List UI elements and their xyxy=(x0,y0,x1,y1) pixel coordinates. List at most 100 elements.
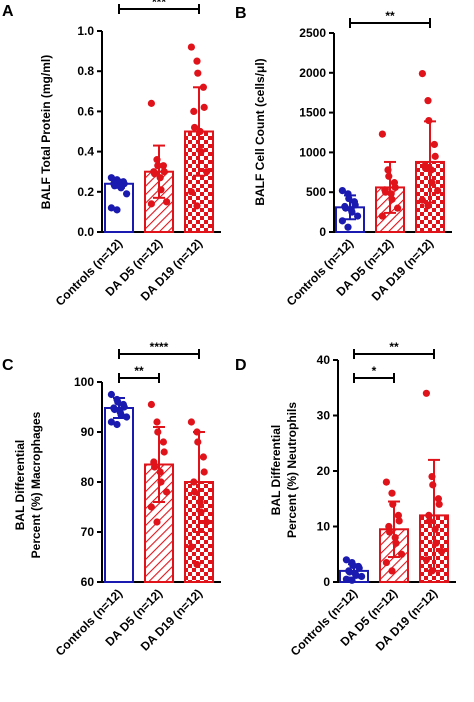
y-axis-label-c-line1: BAL Differential xyxy=(13,440,27,530)
data-point xyxy=(197,148,205,156)
data-point xyxy=(117,410,125,419)
data-point xyxy=(428,179,436,187)
panel-letter-d: D xyxy=(235,357,247,374)
data-point xyxy=(425,116,433,125)
y-tick-label: 90 xyxy=(81,425,95,439)
data-point xyxy=(388,567,396,575)
data-point xyxy=(114,398,122,406)
y-axis-label-d-line2: Percent (%) Neutrophils xyxy=(285,402,299,538)
data-point xyxy=(160,168,168,176)
data-point xyxy=(418,69,426,78)
data-point xyxy=(200,103,208,111)
data-point xyxy=(193,428,201,436)
data-point xyxy=(344,223,352,231)
y-tick-label: 80 xyxy=(81,475,95,489)
panel-letter-a: A xyxy=(2,3,14,20)
y-axis-label-b-line1: BALF Cell Count (cells/μl) xyxy=(253,58,267,205)
data-point xyxy=(394,511,402,519)
data-point xyxy=(424,202,432,210)
data-point xyxy=(151,463,159,471)
data-point xyxy=(349,561,357,569)
data-point xyxy=(199,453,207,461)
data-point xyxy=(196,498,204,506)
data-point xyxy=(391,534,399,542)
data-point xyxy=(163,198,171,206)
y-tick-label: 20 xyxy=(317,464,331,478)
significance-label: **** xyxy=(150,340,169,354)
y-tick-label: 2500 xyxy=(299,26,326,40)
data-point xyxy=(429,481,437,489)
data-point xyxy=(117,184,125,192)
data-point xyxy=(123,413,131,421)
bar xyxy=(104,407,134,583)
data-point xyxy=(434,495,442,503)
data-point xyxy=(107,418,115,426)
data-point xyxy=(382,478,390,486)
data-point xyxy=(422,164,430,172)
significance-label: ** xyxy=(134,364,144,378)
y-tick-label: 1.0 xyxy=(77,24,94,38)
data-point xyxy=(431,525,439,533)
y-axis-label-a: BALF Total Protein (mg/ml) xyxy=(39,55,53,209)
data-point xyxy=(120,403,128,411)
data-point xyxy=(193,57,201,65)
data-point xyxy=(113,420,121,429)
data-point xyxy=(389,500,397,508)
data-point xyxy=(200,468,208,476)
data-point xyxy=(338,217,346,225)
data-point xyxy=(153,418,161,426)
data-point xyxy=(378,212,386,220)
data-point xyxy=(348,576,356,584)
data-point xyxy=(163,488,171,496)
x-tick-label: Controls (n=12) xyxy=(53,586,125,658)
data-point xyxy=(194,438,202,446)
data-point xyxy=(123,190,131,198)
data-point xyxy=(346,568,354,576)
data-point xyxy=(385,172,393,180)
y-tick-label: 1000 xyxy=(299,145,326,159)
y-tick-label: 0.4 xyxy=(77,145,94,159)
data-point xyxy=(191,488,199,496)
data-point xyxy=(351,201,359,209)
y-tick-label: 0.2 xyxy=(77,185,94,199)
significance-label: ** xyxy=(385,9,395,23)
data-point xyxy=(348,208,356,216)
y-tick-label: 0.0 xyxy=(77,225,94,239)
data-point xyxy=(428,472,436,481)
y-tick-label: 0.6 xyxy=(77,104,94,118)
panel-letter-c: C xyxy=(2,357,14,374)
y-tick-label: 40 xyxy=(317,353,331,367)
panel-letter-b: B xyxy=(235,5,247,22)
y-tick-label: 1500 xyxy=(299,106,326,120)
data-point xyxy=(418,196,426,204)
data-point xyxy=(422,389,430,397)
data-point xyxy=(187,188,195,196)
data-point xyxy=(425,511,433,519)
data-point xyxy=(358,572,366,581)
data-point xyxy=(156,468,164,476)
data-point xyxy=(107,204,115,212)
data-point xyxy=(187,418,195,426)
data-point xyxy=(111,182,119,190)
y-tick-label: 0 xyxy=(323,575,330,589)
data-point xyxy=(151,170,159,178)
data-point xyxy=(378,130,386,138)
data-point xyxy=(387,190,395,198)
data-point xyxy=(426,517,434,525)
data-point xyxy=(203,518,211,526)
data-point xyxy=(197,508,205,516)
data-point xyxy=(434,187,442,195)
y-tick-label: 0 xyxy=(319,225,326,239)
data-point xyxy=(147,400,155,409)
data-point xyxy=(382,558,390,567)
data-point xyxy=(157,478,165,486)
data-point xyxy=(203,168,211,176)
x-tick-label: Controls (n=12) xyxy=(288,586,360,658)
data-point xyxy=(154,428,162,436)
data-point xyxy=(190,478,198,486)
significance-label: *** xyxy=(152,0,166,9)
data-point xyxy=(338,187,346,195)
data-point xyxy=(111,405,119,414)
